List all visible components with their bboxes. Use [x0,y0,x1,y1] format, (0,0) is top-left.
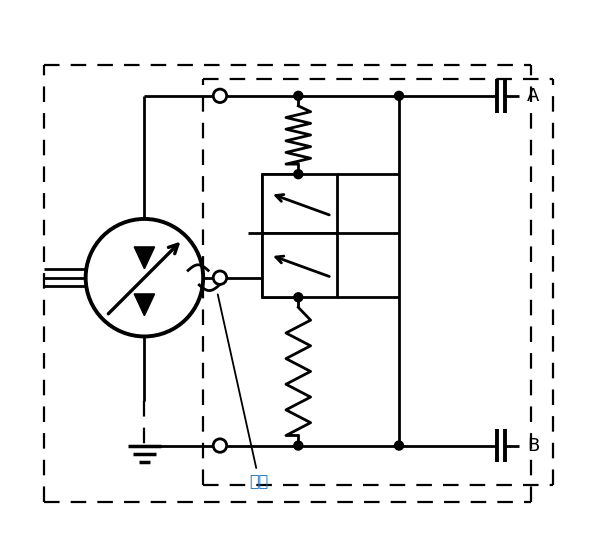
Circle shape [294,293,303,302]
Polygon shape [134,294,155,316]
Circle shape [395,91,404,100]
Circle shape [294,169,303,179]
Circle shape [294,441,303,450]
Text: A: A [527,87,540,105]
Bar [262,174,337,233]
Text: B: B [527,437,540,455]
Circle shape [213,89,227,102]
Circle shape [294,91,303,100]
Polygon shape [134,247,155,269]
Circle shape [213,439,227,453]
Circle shape [395,441,404,450]
Bar [262,233,337,297]
Text: 唷嘴: 唷嘴 [217,294,269,489]
Circle shape [213,271,227,285]
